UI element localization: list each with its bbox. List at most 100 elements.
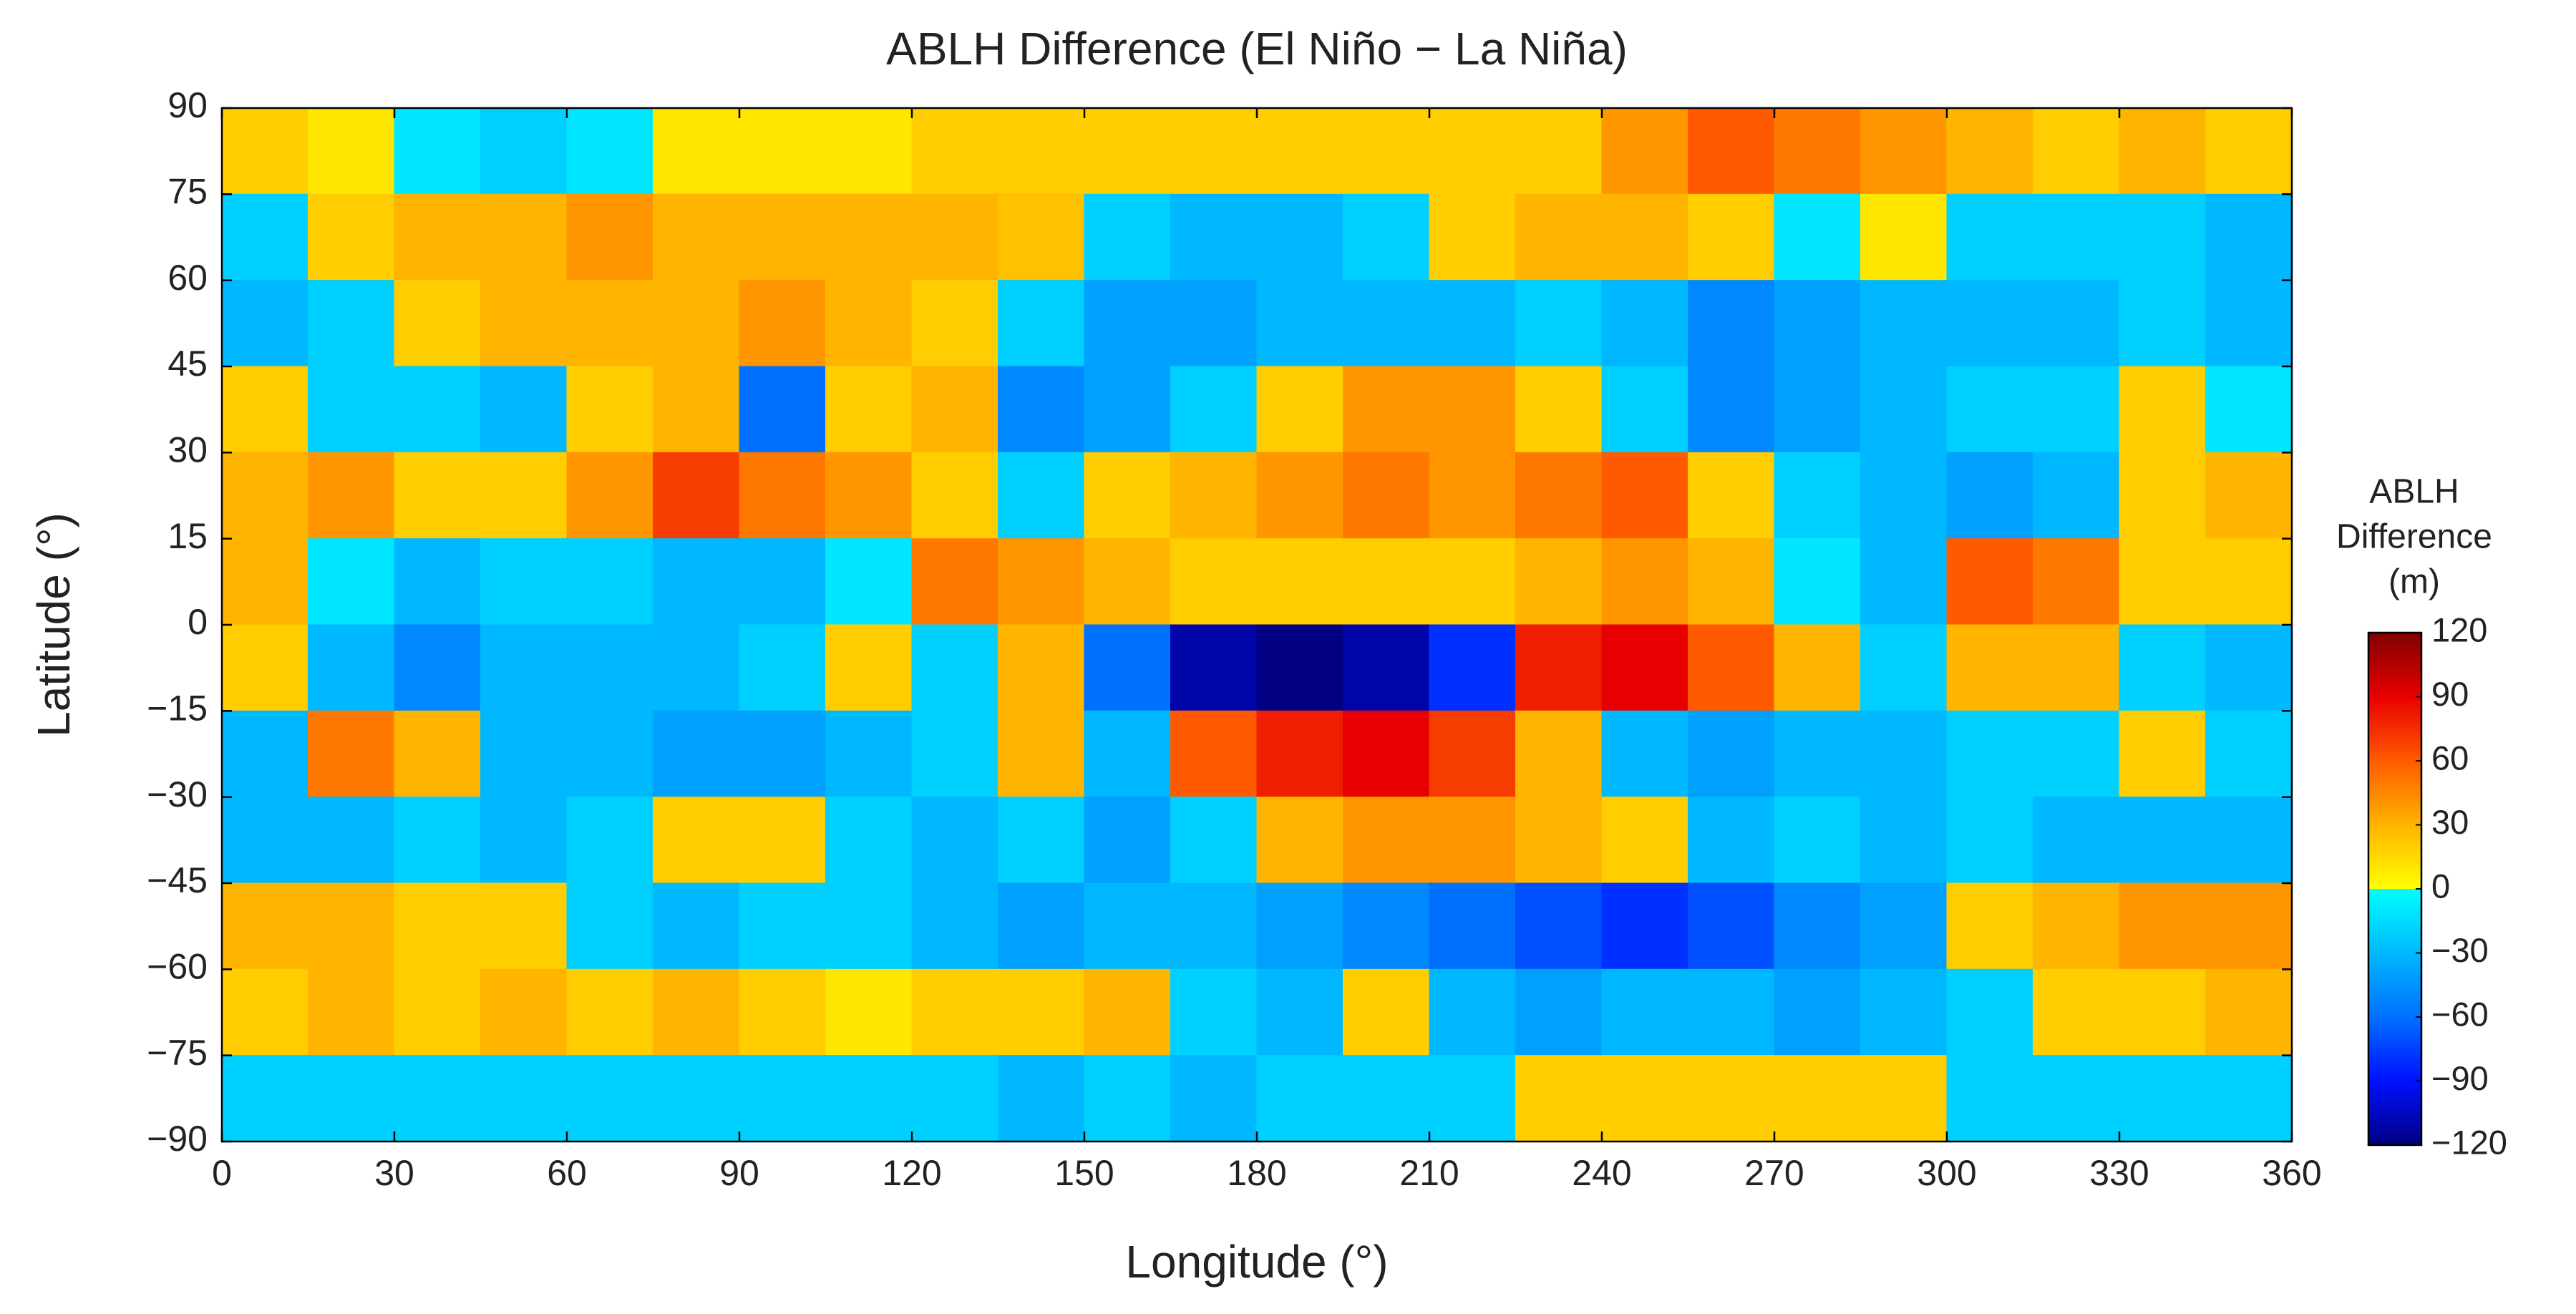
x-tick-label: 270 <box>1744 1153 1804 1193</box>
heat-cell <box>566 882 653 970</box>
heat-cell <box>739 1055 826 1142</box>
heat-cell <box>394 710 481 798</box>
heat-cell <box>566 452 653 540</box>
heat-cell <box>998 538 1085 626</box>
heat-cell <box>998 624 1085 711</box>
x-tick-label: 330 <box>2089 1153 2149 1193</box>
y-tick-label: −15 <box>147 688 208 729</box>
heat-cell <box>221 1055 308 1142</box>
heat-cell <box>2205 1055 2293 1142</box>
heat-cell <box>394 452 481 540</box>
heat-cell <box>2033 968 2120 1056</box>
heat-cell <box>1084 797 1171 884</box>
heat-cell <box>1429 624 1516 711</box>
heat-cell <box>911 882 998 970</box>
heat-cell <box>653 366 740 453</box>
heat-cell <box>221 452 308 540</box>
heat-cell <box>1946 107 2033 195</box>
heat-cell <box>998 193 1085 281</box>
heat-cell <box>1860 280 1948 367</box>
heat-cell <box>1429 968 1516 1056</box>
heat-cell <box>825 452 913 540</box>
heat-cell <box>566 710 653 798</box>
y-tick-label: −75 <box>147 1033 208 1073</box>
heat-cell <box>2033 1055 2120 1142</box>
heat-cell <box>480 366 568 453</box>
heat-cell <box>1170 280 1258 367</box>
heat-cell <box>1084 193 1171 281</box>
x-tick-label: 240 <box>1572 1153 1631 1193</box>
heat-cell <box>911 366 998 453</box>
heat-cell <box>1429 107 1516 195</box>
heat-cell <box>1601 1055 1688 1142</box>
heat-cell <box>1256 107 1343 195</box>
heat-cell <box>394 280 481 367</box>
heat-cell <box>221 366 308 453</box>
heat-cell <box>1860 452 1948 540</box>
heat-cell <box>566 280 653 367</box>
heat-cell <box>998 968 1085 1056</box>
heat-cell <box>480 538 568 626</box>
heat-cell <box>1688 882 1775 970</box>
heat-cell <box>1860 1055 1948 1142</box>
heat-cell <box>1084 538 1171 626</box>
heat-cell <box>308 797 395 884</box>
heat-cell <box>739 107 826 195</box>
heat-cell <box>1774 193 1861 281</box>
x-tick-label: 300 <box>1917 1153 1976 1193</box>
heat-cell <box>739 797 826 884</box>
x-tick-label: 150 <box>1054 1153 1114 1193</box>
heat-cell <box>1515 366 1603 453</box>
heat-cell <box>1515 452 1603 540</box>
heat-cell <box>221 280 308 367</box>
heat-cell <box>998 1055 1085 1142</box>
heat-cell <box>1170 193 1258 281</box>
heat-cell <box>998 280 1085 367</box>
heat-cell <box>566 1055 653 1142</box>
heat-cell <box>911 968 998 1056</box>
heat-cell <box>2205 107 2293 195</box>
heat-cell <box>308 193 395 281</box>
heat-cell <box>653 882 740 970</box>
heat-cell <box>2119 366 2206 453</box>
heat-cell <box>480 882 568 970</box>
heat-cell <box>1256 968 1343 1056</box>
heat-cell <box>1343 107 1430 195</box>
x-tick-label: 210 <box>1399 1153 1459 1193</box>
heat-cell <box>825 710 913 798</box>
heat-cell <box>1343 193 1430 281</box>
heat-cell <box>825 797 913 884</box>
heat-cell <box>1946 280 2033 367</box>
heat-cell <box>825 1055 913 1142</box>
heat-cell <box>2033 538 2120 626</box>
heat-cell <box>1343 538 1430 626</box>
heat-cell <box>394 193 481 281</box>
heat-cell <box>911 193 998 281</box>
heat-cell <box>1774 710 1861 798</box>
heat-cell <box>2119 968 2206 1056</box>
heat-cell <box>825 193 913 281</box>
heat-cell <box>1084 107 1171 195</box>
heat-cell <box>221 882 308 970</box>
y-tick-label: 75 <box>167 172 208 212</box>
heat-cell <box>1946 538 2033 626</box>
heat-cell <box>2119 1055 2206 1142</box>
heat-cell <box>1170 1055 1258 1142</box>
heat-cell <box>1774 452 1861 540</box>
heat-cell <box>1170 107 1258 195</box>
heat-cell <box>1343 797 1430 884</box>
y-tick-label: −30 <box>147 774 208 814</box>
heat-cell <box>1774 624 1861 711</box>
heat-cell <box>653 107 740 195</box>
colorbar-tick-label: 60 <box>2431 739 2469 777</box>
heat-cell <box>1688 452 1775 540</box>
heat-cell <box>221 107 308 195</box>
heat-cell <box>1946 710 2033 798</box>
heat-cell <box>1429 280 1516 367</box>
heat-cell <box>1601 882 1688 970</box>
heat-cell <box>2205 968 2293 1056</box>
heat-cell <box>1946 366 2033 453</box>
heat-cell <box>2033 624 2120 711</box>
heat-cell <box>1515 797 1603 884</box>
